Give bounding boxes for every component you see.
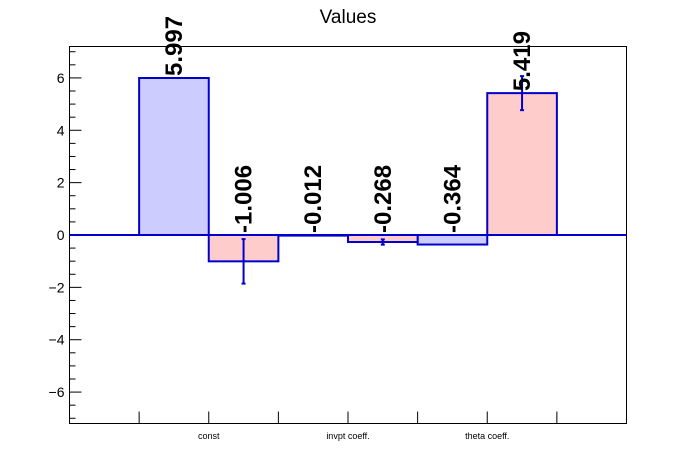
y-tick-label: 4 [57, 122, 65, 138]
x-axis: const invpt coeff. theta coeff. [138, 411, 558, 441]
y-tick-label: 6 [57, 70, 65, 86]
data-label: 5.997 [161, 16, 188, 76]
y-tick-label: −2 [49, 279, 65, 295]
bar [486, 92, 558, 237]
data-label: 5.419 [509, 31, 536, 91]
y-tick-label: −4 [49, 332, 65, 348]
y-tick-label: −6 [49, 384, 65, 400]
bar [416, 234, 489, 246]
data-label: -1.006 [231, 165, 258, 233]
chart-title: Values [320, 7, 377, 28]
y-tick-label: 2 [57, 175, 65, 191]
error-bars-group [241, 75, 525, 285]
x-category-label: theta coeff. [465, 431, 509, 441]
data-label: -0.268 [370, 165, 397, 233]
x-category-label: const [198, 431, 220, 441]
y-tick-label: 0 [57, 227, 65, 243]
data-label: -0.012 [300, 165, 327, 233]
data-labels-group: 5.997 -0.012 -0.364 -1.006 -0.268 5.419 [161, 16, 536, 233]
bar [138, 76, 210, 236]
data-label: -0.364 [439, 164, 466, 233]
bars-group [138, 76, 558, 263]
x-category-label: invpt coeff. [326, 431, 369, 441]
y-axis: −6 −4 −2 0 2 4 6 [49, 51, 82, 419]
